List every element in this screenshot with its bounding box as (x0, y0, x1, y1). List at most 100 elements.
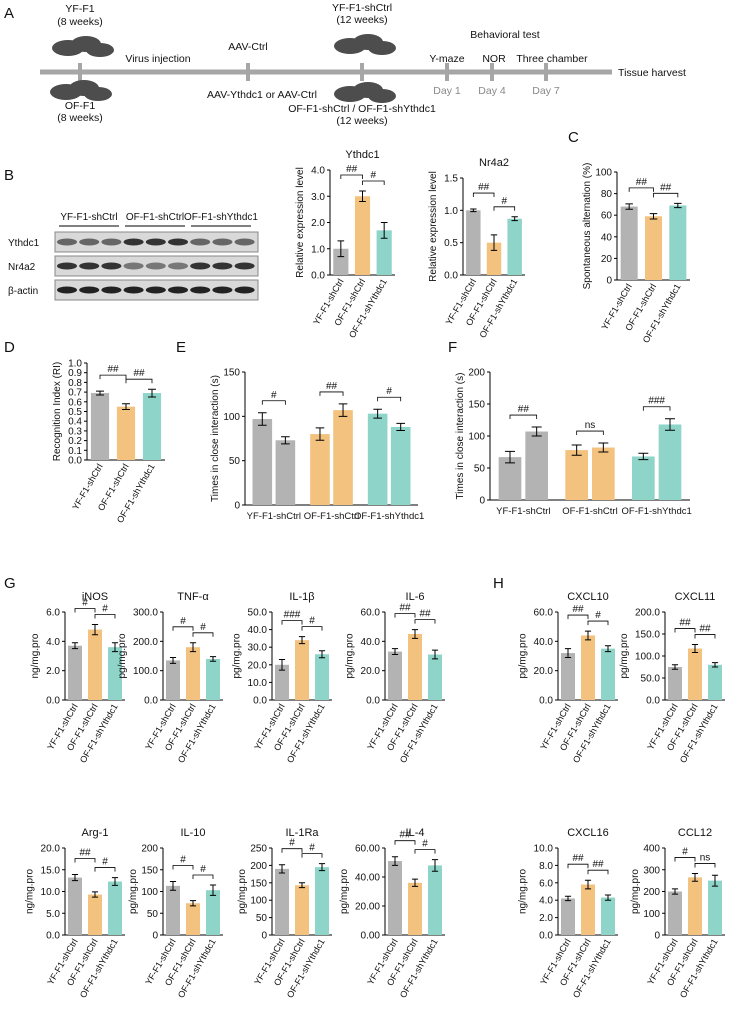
y-tick-label: 20.00 (355, 902, 380, 913)
sig-bracket (674, 857, 696, 862)
y-tick-label: 100 (141, 887, 158, 898)
chart-title: IL-1Ra (285, 827, 319, 839)
group-label: OF-F1-shCtrl / OF-F1-shYthdc1 (288, 103, 436, 115)
y-tick-label: 50 (474, 464, 486, 475)
error-bar (298, 882, 306, 889)
lane-label: OF-F1-shYthdc1 (184, 212, 258, 223)
blot-band (145, 262, 166, 270)
error-bar (91, 623, 99, 636)
sig-label: # (309, 616, 315, 627)
y-axis-label: pg/mg.pro (339, 869, 350, 914)
panel-label: F (448, 339, 457, 356)
sig-label: ns (700, 852, 711, 863)
bar (310, 434, 330, 505)
y-tick-label: 0 (479, 496, 485, 507)
y-tick-label: 0.0 (46, 931, 60, 942)
day-label: Day 1 (433, 85, 461, 97)
bar (688, 648, 702, 700)
western-blot: YF-F1-shCtrl OF-F1-shCtrl OF-F1-shYthdc1 Yt… (8, 212, 259, 301)
bar (315, 867, 329, 935)
y-tick-label: 0.1 (68, 446, 82, 457)
error-bar (564, 895, 572, 902)
blot-band (123, 238, 144, 246)
error-bar (391, 856, 399, 866)
y-tick-label: 40.0 (248, 625, 268, 636)
panel-label: H (493, 575, 504, 592)
sig-bracket (694, 863, 716, 868)
y-tick-label: 100.0 (133, 666, 158, 677)
y-axis-label: pg/mg.pro (237, 869, 248, 914)
chart: 0.05.010.015.020.0Arg-1ng/mg.proYF-F1-sh… (25, 827, 125, 1000)
blot-band (57, 262, 77, 270)
sig-bracket (587, 869, 609, 875)
blot-band (190, 262, 211, 270)
y-tick-label: 0.2 (68, 436, 82, 447)
sig-label: ## (572, 604, 584, 615)
y-tick-label: 20 (601, 254, 613, 265)
sig-bracket (99, 374, 127, 380)
blot-band (234, 262, 255, 270)
blot-band (79, 286, 100, 294)
y-tick-label: 0.0 (144, 696, 158, 707)
sig-bracket (653, 192, 679, 198)
bar (486, 242, 502, 275)
y-tick-label: 200.0 (635, 608, 660, 619)
y-tick-label: 0.0 (253, 696, 267, 707)
chart: 0.02.04.06.08.010.0CXCL16ng/mg.proYF-F1-… (518, 827, 618, 1000)
x-tick-label: OF-F1-shCtrl (562, 506, 617, 517)
y-tick-label: 0.00 (361, 931, 381, 942)
sig-label: # (371, 170, 377, 181)
y-tick-label: 0 (261, 931, 267, 942)
row-label: Nr4a2 (8, 262, 36, 273)
y-tick-label: 200.0 (133, 637, 158, 648)
error-bar (431, 859, 439, 872)
sig-bracket (301, 853, 323, 858)
bar (428, 654, 442, 700)
bar (68, 877, 82, 935)
group-label: YF-F1 (65, 3, 94, 15)
y-tick-label: 2.0 (539, 913, 553, 924)
sig-bracket (493, 206, 516, 211)
y-tick-label: 1.0 (68, 359, 82, 370)
bar (88, 894, 102, 935)
sig-label: ## (478, 182, 490, 193)
y-tick-label: 200 (141, 844, 158, 855)
sig-bracket (587, 620, 609, 626)
mouse-icons (50, 34, 396, 103)
sig-label: # (180, 616, 186, 627)
chart: 050100150200IL-10pg/mg.proYF-F1-shCtrlOF… (128, 827, 223, 1000)
error-bar (95, 390, 105, 396)
y-tick-label: 200 (250, 861, 267, 872)
blot-band (234, 286, 255, 294)
chart: 0.00.10.20.30.40.50.60.70.80.91.0 Recogni… (4, 339, 165, 525)
y-tick-label: 50.0 (248, 608, 268, 619)
bar (333, 410, 353, 505)
y-tick-label: 1.5 (444, 174, 458, 185)
sig-label: # (82, 597, 88, 608)
y-tick-label: 0.0 (444, 271, 458, 282)
y-tick-label: 0 (152, 931, 158, 942)
error-bar (121, 403, 131, 411)
blot-band (190, 238, 211, 246)
y-tick-label: 20.0 (41, 844, 61, 855)
sig-label: ## (679, 618, 691, 629)
sig-label: # (309, 843, 315, 854)
bar (498, 457, 522, 500)
chart: 0.020.040.060.0IL-6pg/mg.proYF-F1-shCtrl… (345, 591, 445, 765)
y-tick-label: 20.0 (361, 666, 381, 677)
chart: 0.02.04.06.0iNOSng/mg.proGYF-F1-shCtrlOF… (4, 575, 125, 765)
y-tick-label: 40.0 (361, 637, 381, 648)
y-tick-label: 300.0 (133, 608, 158, 619)
y-axis-label: pg/mg.pro (117, 633, 128, 678)
bar (142, 393, 162, 460)
bar (669, 205, 687, 280)
sig-bracket (394, 613, 416, 618)
bar (108, 881, 122, 935)
bar (408, 882, 422, 935)
y-tick-label: 60.0 (361, 608, 381, 619)
bar (68, 645, 82, 700)
error-bar (711, 874, 719, 887)
sig-label: ## (518, 404, 530, 415)
